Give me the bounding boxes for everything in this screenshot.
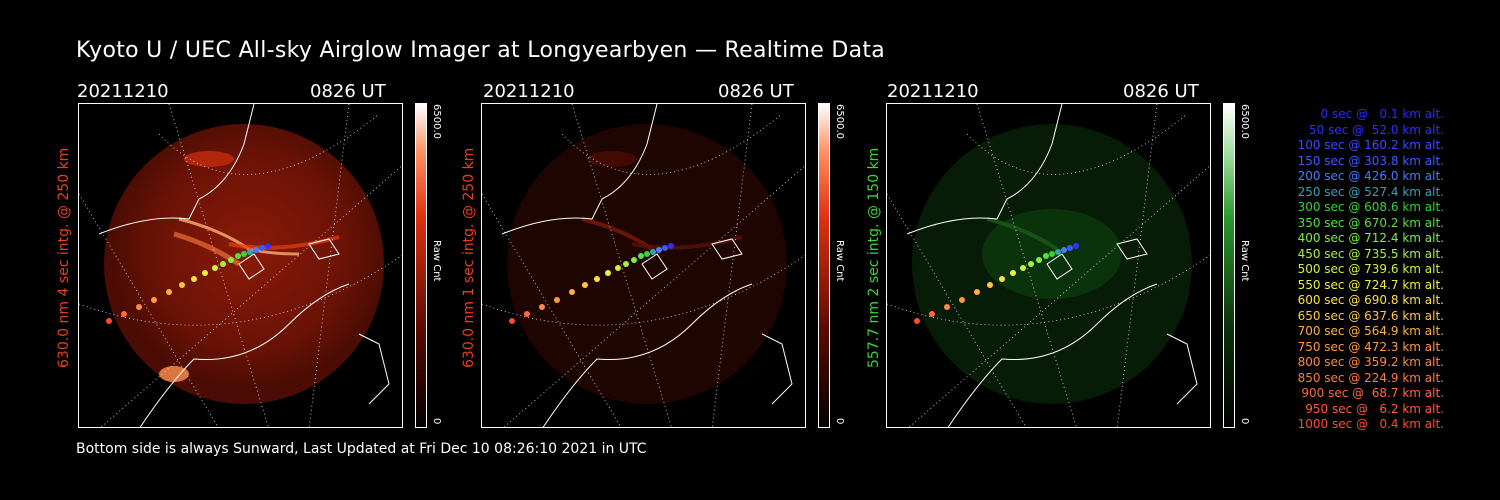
panel-2-label: 630.0 nm 1 sec intg. @ 250 km — [461, 147, 477, 368]
legend-row: 950 sec @ 6.2 km alt. — [1305, 401, 1444, 416]
legend-row: 450 sec @ 735.5 km alt. — [1297, 246, 1444, 261]
panel-1-colorbar-max: 6500.0 — [431, 104, 442, 139]
legend-row: 50 sec @ 52.0 km alt. — [1309, 122, 1444, 137]
panel-3-colorbar-min: 0 — [1239, 418, 1250, 425]
panel-2-colorbar-min: 0 — [834, 418, 845, 425]
panel-1-time: 0826 UT — [310, 81, 386, 102]
panel-3-colorbar-max: 6500.0 — [1239, 104, 1250, 139]
panel-2-time: 0826 UT — [718, 81, 794, 102]
panel-3-label: 557.7 nm 2 sec intg. @ 150 km — [866, 147, 882, 368]
panel-2-trajectory — [509, 243, 674, 324]
legend-row: 1000 sec @ 0.4 km alt. — [1297, 417, 1444, 431]
legend-row: 500 sec @ 739.6 km alt. — [1297, 262, 1444, 276]
panel-1-image — [78, 103, 403, 428]
panel-3-date: 20211210 — [887, 81, 979, 102]
panel-1-colorbar — [415, 103, 427, 428]
panel-2-colorbar — [818, 103, 830, 428]
legend-row: 150 sec @ 303.8 km alt. — [1297, 153, 1444, 168]
panel-3-trajectory — [914, 243, 1079, 324]
legend-row: 850 sec @ 224.9 km alt. — [1297, 370, 1444, 385]
legend-row: 700 sec @ 564.9 km alt. — [1297, 324, 1444, 338]
page-title: Kyoto U / UEC All-sky Airglow Imager at … — [76, 38, 886, 63]
panel-2-colorbar-unit: Raw Cnt — [834, 240, 845, 282]
legend-row: 200 sec @ 426.0 km alt. — [1297, 169, 1444, 183]
legend-row: 750 sec @ 472.3 km alt. — [1297, 339, 1444, 354]
panel-1-trajectory — [106, 243, 271, 324]
panel-3-time: 0826 UT — [1123, 81, 1199, 102]
panel-3-image — [886, 103, 1211, 428]
legend-row: 250 sec @ 527.4 km alt. — [1297, 184, 1444, 199]
legend-row: 400 sec @ 712.4 km alt. — [1297, 231, 1444, 245]
footer-note: Bottom side is always Sunward, Last Upda… — [76, 441, 647, 457]
panel-2-image — [481, 103, 806, 428]
panel-3-airglow-map — [887, 104, 1210, 427]
panel-2-date: 20211210 — [483, 81, 575, 102]
panel-1-label: 630.0 nm 4 sec intg. @ 250 km — [56, 147, 72, 368]
panel-1-date: 20211210 — [77, 81, 169, 102]
panel-1-colorbar-min: 0 — [431, 418, 442, 425]
legend-row: 550 sec @ 724.7 km alt. — [1297, 277, 1444, 292]
legend-row: 900 sec @ 68.7 km alt. — [1301, 386, 1444, 400]
legend-row: 800 sec @ 359.2 km alt. — [1297, 355, 1444, 369]
legend-row: 100 sec @ 160.2 km alt. — [1297, 138, 1444, 152]
panel-1-airglow-map — [79, 104, 402, 427]
trajectory-legend: 0 sec @ 0.1 km alt. 50 sec @ 52.0 km alt.… — [1262, 107, 1444, 433]
legend-row: 300 sec @ 608.6 km alt. — [1297, 200, 1444, 214]
legend-row: 600 sec @ 690.8 km alt. — [1297, 293, 1444, 307]
panel-2-colorbar-max: 6500.0 — [834, 104, 845, 139]
panel-1-colorbar-unit: Raw Cnt — [431, 240, 442, 282]
legend-row: 350 sec @ 670.2 km alt. — [1297, 215, 1444, 230]
legend-row: 0 sec @ 0.1 km alt. — [1320, 107, 1445, 121]
legend-row: 650 sec @ 637.6 km alt. — [1297, 308, 1444, 323]
panel-3-colorbar-unit: Raw Cnt — [1239, 240, 1250, 282]
panel-3-colorbar — [1223, 103, 1235, 428]
panel-2-airglow-map — [482, 104, 805, 427]
